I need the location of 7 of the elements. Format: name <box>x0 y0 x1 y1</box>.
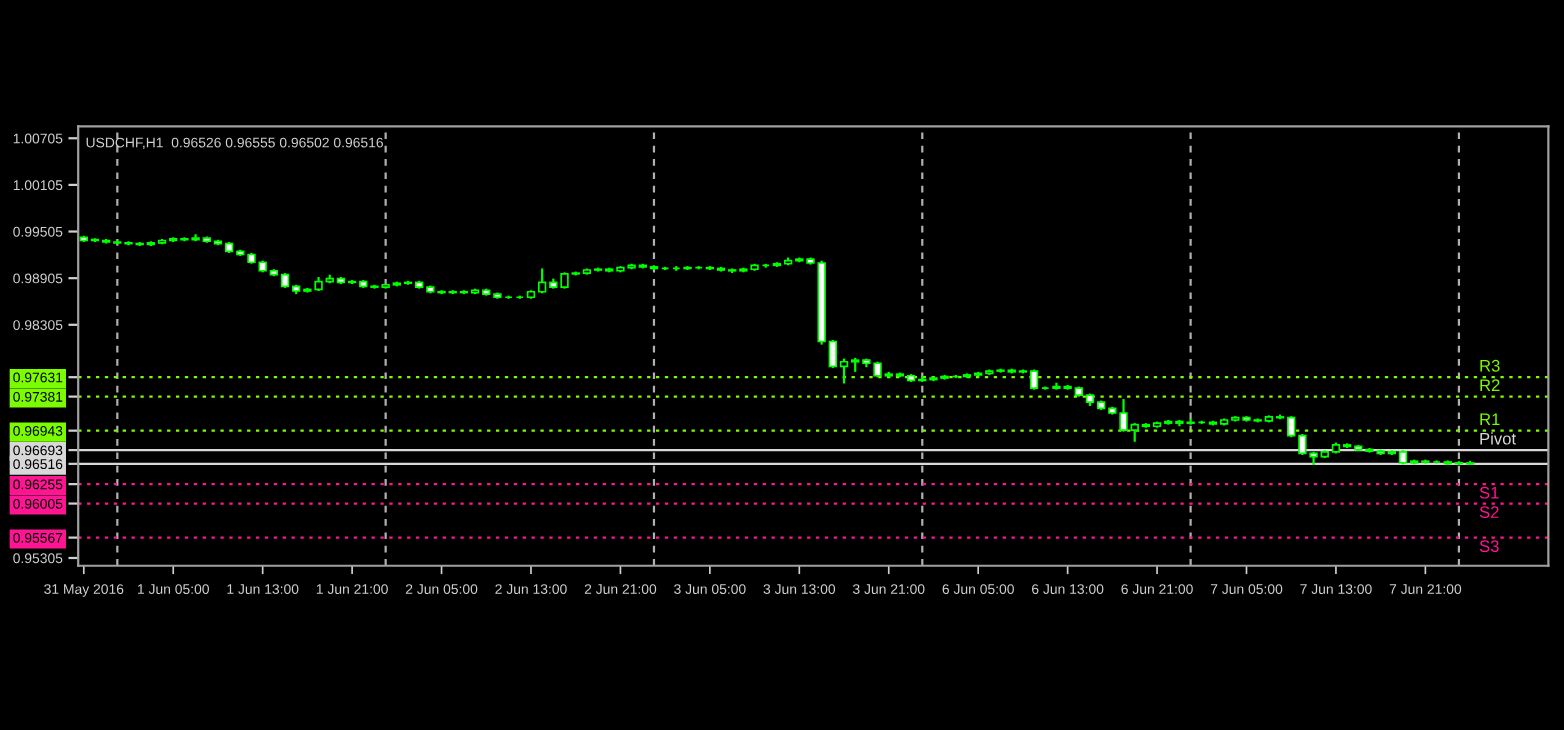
ref-line-label: S3 <box>1479 540 1499 553</box>
ref-line-label: S2 <box>1479 506 1499 519</box>
ref-line-label: Pivot <box>1480 432 1516 445</box>
ref-line-label: R3 <box>1480 359 1500 372</box>
ref-line-label: S1 <box>1479 486 1499 499</box>
ref-line-label: R2 <box>1480 379 1500 391</box>
ref-line-label: R1 <box>1480 413 1500 425</box>
